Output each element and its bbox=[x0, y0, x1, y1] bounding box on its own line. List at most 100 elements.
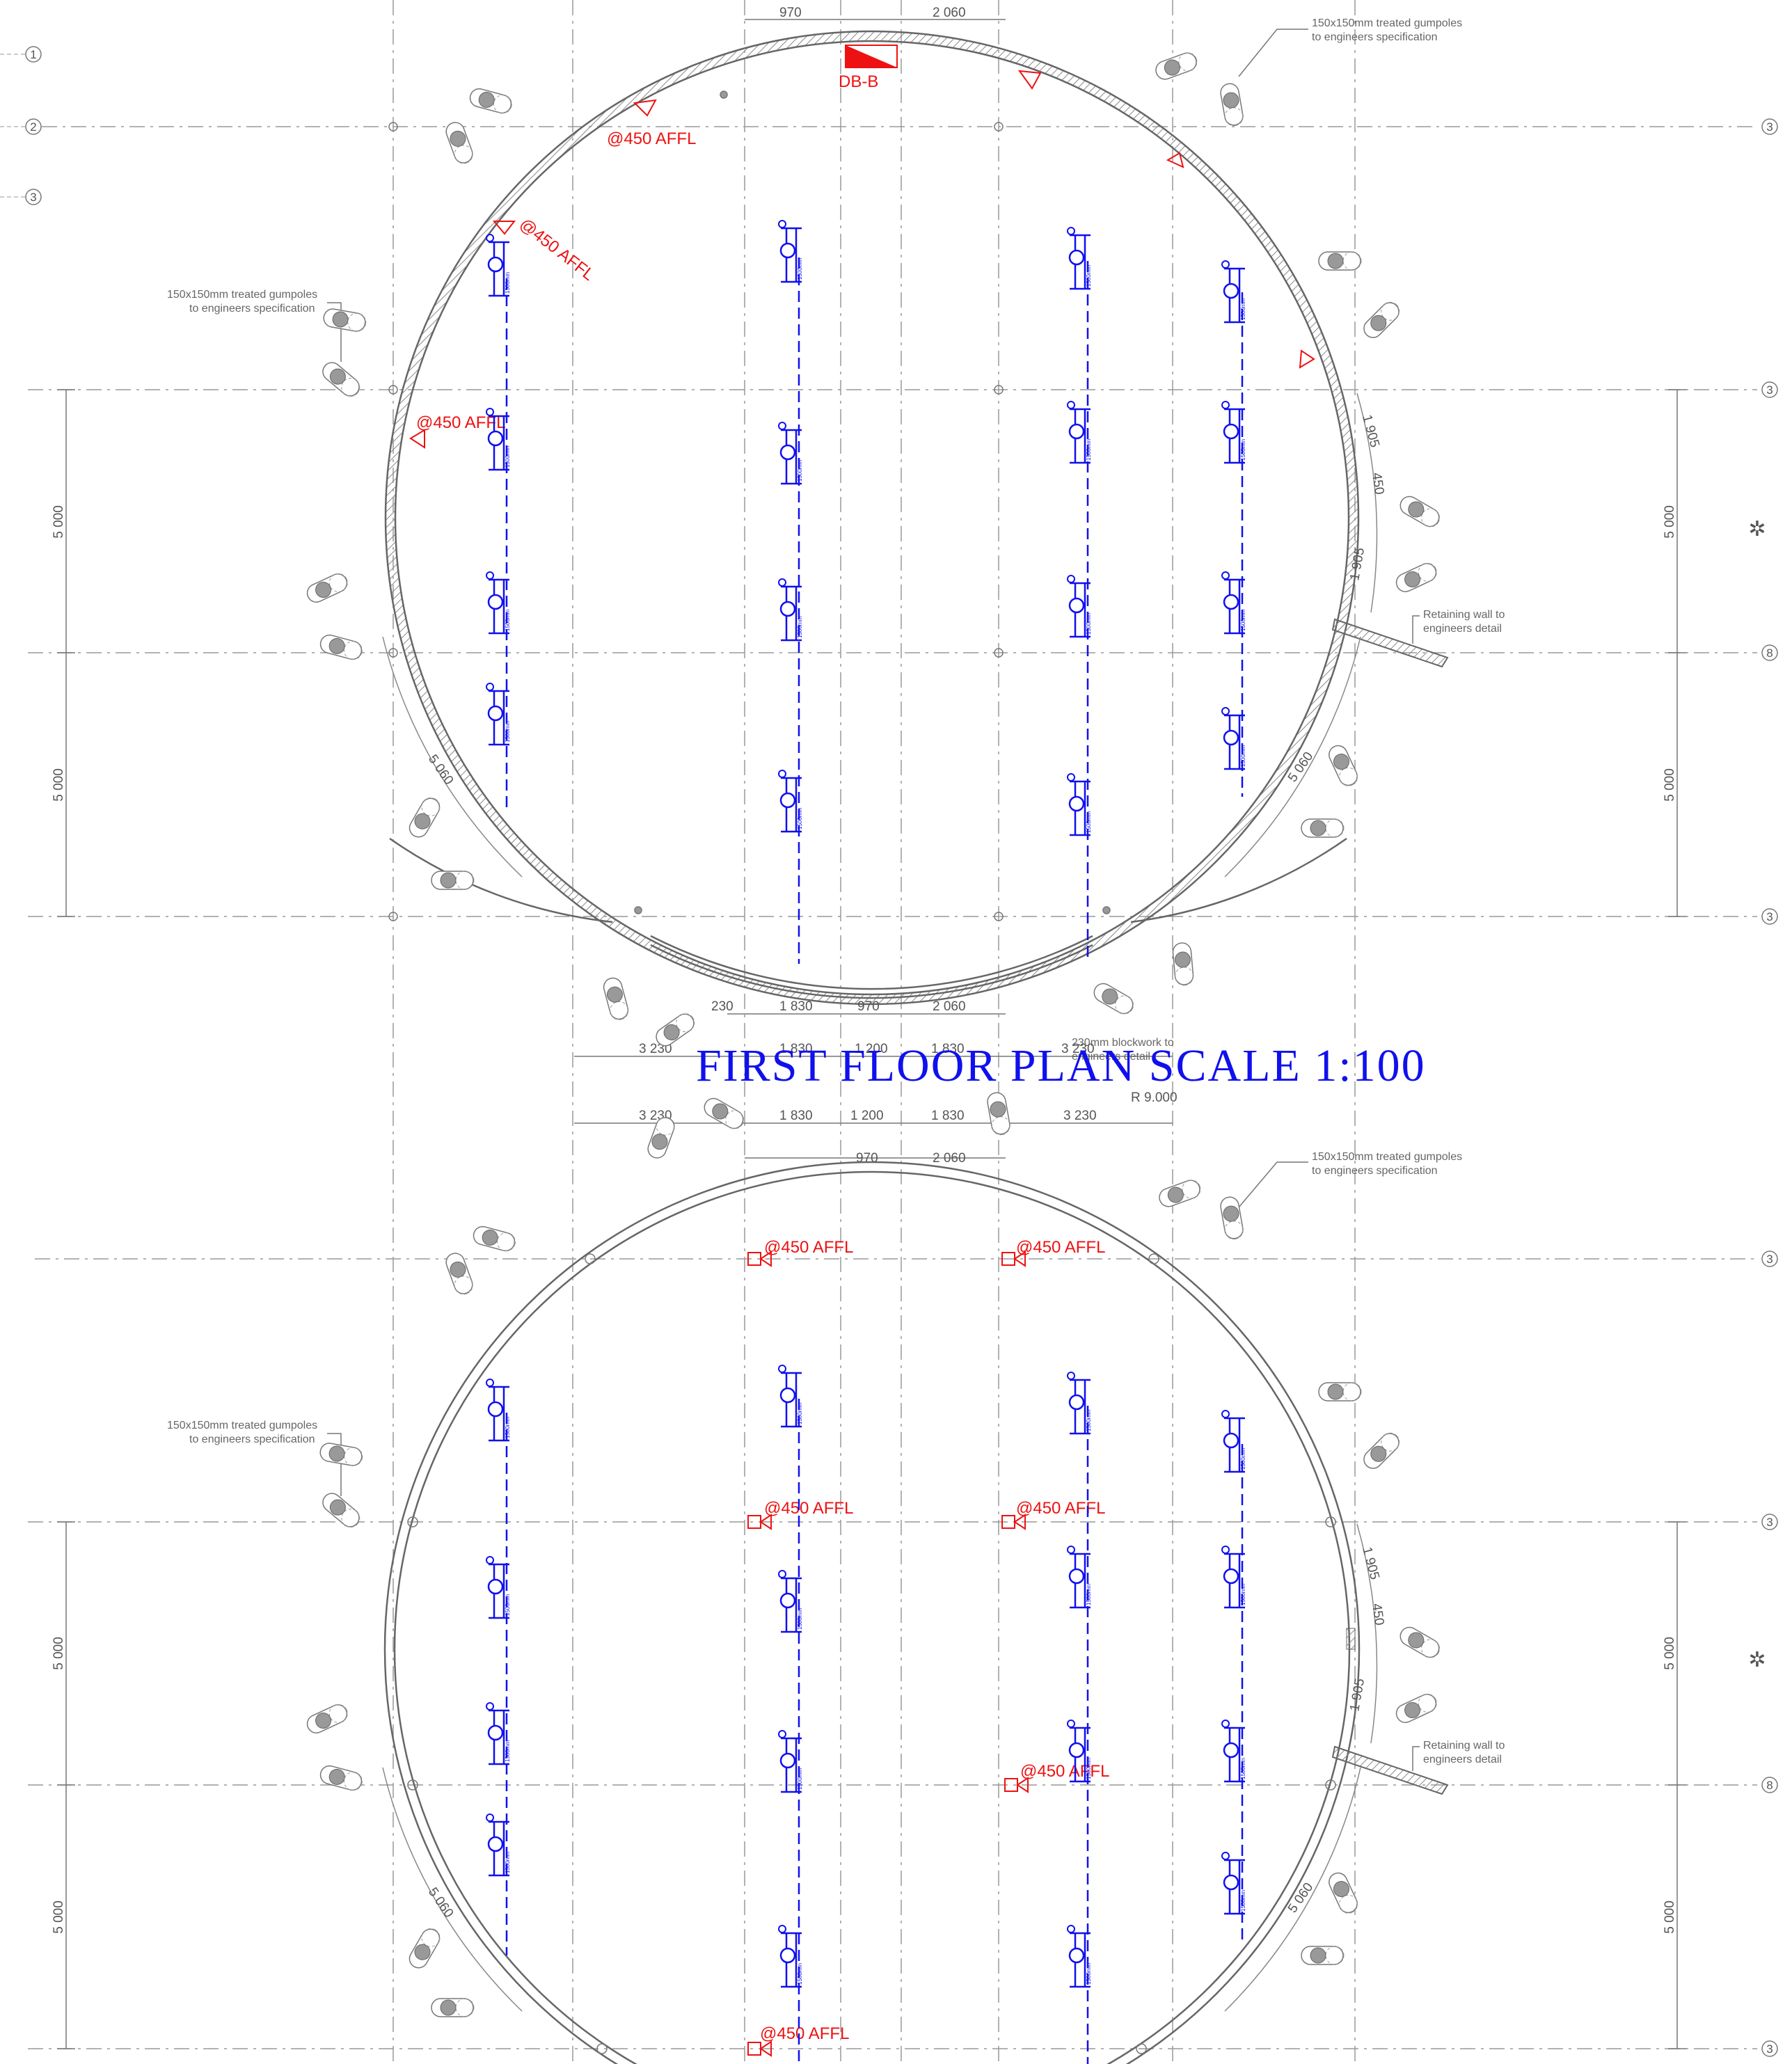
svg-text:970: 970 bbox=[857, 999, 880, 1014]
light-fixture-icon: 1500mm bbox=[778, 770, 803, 833]
svg-text:450: 450 bbox=[1369, 1603, 1386, 1626]
svg-text:1500mm: 1500mm bbox=[1240, 1758, 1246, 1779]
grid-tag-right: 3 bbox=[1761, 908, 1778, 925]
lighting-fixtures: 1500mm 1500mm 1500mm 1500mm 1500mm 1500mm 1500… bbox=[486, 220, 1246, 2064]
light-fixture-icon: 1500mm bbox=[1221, 1410, 1246, 1473]
svg-text:to engineers specification: to engineers specification bbox=[1312, 1165, 1438, 1177]
svg-text:1500mm: 1500mm bbox=[1240, 439, 1246, 461]
svg-text:2 060: 2 060 bbox=[933, 6, 966, 20]
svg-text:1500mm: 1500mm bbox=[1240, 745, 1246, 767]
gumpole-icon bbox=[322, 362, 360, 397]
affl-label: @450 AFFL bbox=[764, 1238, 853, 1257]
light-fixture-icon: 1500mm bbox=[1221, 1720, 1246, 1783]
gumpole-icon bbox=[656, 1013, 695, 1047]
grid-tag-right: 3 bbox=[1761, 118, 1778, 135]
svg-text:1 830: 1 830 bbox=[779, 1109, 813, 1123]
svg-text:1500mm: 1500mm bbox=[1086, 1584, 1092, 1605]
gumpole-icon bbox=[1220, 83, 1244, 127]
svg-text:5 000: 5 000 bbox=[1663, 1637, 1677, 1670]
svg-text:150x150mm treated gumpoles: 150x150mm treated gumpoles bbox=[1312, 17, 1462, 29]
svg-text:450: 450 bbox=[1369, 472, 1386, 495]
svg-text:engineers detail: engineers detail bbox=[1423, 1754, 1502, 1765]
svg-text:2 060: 2 060 bbox=[933, 1151, 966, 1166]
svg-text:1 905: 1 905 bbox=[1359, 413, 1382, 449]
svg-text:1500mm: 1500mm bbox=[1240, 1448, 1246, 1470]
svg-text:3: 3 bbox=[1766, 120, 1773, 134]
gumpole-icon bbox=[1395, 562, 1437, 592]
svg-text:3: 3 bbox=[1766, 910, 1773, 923]
light-fixture-icon: 1500mm bbox=[486, 1379, 511, 1442]
light-fixture-icon: 1500mm bbox=[1067, 1546, 1092, 1609]
gumpole-icon bbox=[1318, 251, 1362, 271]
svg-text:1500mm: 1500mm bbox=[797, 1608, 803, 1630]
gumpole-icon bbox=[431, 871, 475, 890]
light-fixture-icon: 1500mm bbox=[778, 220, 803, 283]
gumpole-icon bbox=[322, 1493, 360, 1528]
light-fixture-icon: 1500mm bbox=[486, 1813, 511, 1877]
light-fixture-icon: 1500mm bbox=[1067, 1720, 1092, 1783]
svg-text:to engineers specification: to engineers specification bbox=[189, 1434, 315, 1445]
svg-text:230mm blockwork to: 230mm blockwork to bbox=[1072, 1037, 1174, 1049]
left-grid-tags: 1 2 3 bbox=[0, 46, 42, 205]
light-fixture-icon: 1500mm bbox=[486, 234, 511, 297]
gumpole-icon bbox=[1155, 52, 1198, 80]
light-fixture-icon: 1500mm bbox=[486, 571, 511, 635]
upper-plan: DB-B @450 AFFL @450 AFFL @450 AFFL bbox=[167, 6, 1766, 1006]
affl-label: @450 AFFL bbox=[1020, 1762, 1109, 1781]
svg-text:230: 230 bbox=[711, 999, 734, 1014]
gumpole-icon bbox=[469, 88, 512, 114]
svg-text:2: 2 bbox=[30, 120, 36, 134]
svg-text:150x150mm treated gumpoles: 150x150mm treated gumpoles bbox=[167, 289, 317, 301]
svg-text:1500mm: 1500mm bbox=[1240, 1890, 1246, 1912]
gumpole-icon bbox=[1093, 983, 1134, 1015]
svg-text:8: 8 bbox=[1766, 646, 1773, 660]
gumpole-icon bbox=[445, 1253, 473, 1295]
svg-text:8: 8 bbox=[1766, 1779, 1773, 1792]
svg-text:1500mm: 1500mm bbox=[505, 1594, 511, 1616]
svg-text:5 060: 5 060 bbox=[425, 1885, 456, 1921]
gumpole-icon bbox=[319, 1443, 363, 1466]
svg-text:1500mm: 1500mm bbox=[797, 1403, 803, 1424]
svg-text:1500mm: 1500mm bbox=[1086, 1758, 1092, 1779]
gumpole-icon bbox=[1172, 942, 1194, 986]
svg-text:5 000: 5 000 bbox=[1663, 768, 1677, 802]
upper-wall-hatch bbox=[386, 31, 1358, 1004]
vertical-dimensions bbox=[57, 389, 1686, 2049]
svg-text:1: 1 bbox=[30, 48, 36, 61]
gumpole-icon bbox=[987, 1092, 1010, 1136]
affl-label: @450 AFFL bbox=[760, 2024, 849, 2043]
svg-text:1500mm: 1500mm bbox=[505, 446, 511, 468]
gumpole-icon bbox=[306, 573, 348, 603]
svg-text:3 230: 3 230 bbox=[1063, 1109, 1097, 1123]
grid-lines bbox=[28, 0, 1757, 2064]
grid-tag-right: 8 bbox=[1761, 644, 1778, 661]
gumpole-icon bbox=[1318, 1382, 1362, 1402]
gumpole-icon bbox=[431, 1998, 475, 2017]
svg-text:1500mm: 1500mm bbox=[505, 1740, 511, 1762]
svg-text:1500mm: 1500mm bbox=[797, 460, 803, 482]
svg-text:3: 3 bbox=[30, 191, 36, 204]
light-fixture-icon: 1500mm bbox=[1067, 1925, 1092, 1988]
gumpole-icon bbox=[1301, 1946, 1345, 1965]
gumpole-icon bbox=[319, 634, 363, 660]
gumpole-icon bbox=[1329, 745, 1358, 786]
svg-text:3 230: 3 230 bbox=[1061, 1042, 1095, 1056]
light-fixture-icon: 1500mm bbox=[778, 1925, 803, 1988]
retaining-note-lower: Retaining wall to engineers detail bbox=[1412, 1740, 1505, 1771]
gumpole-icon bbox=[473, 1225, 516, 1252]
gumpole-note-upper-left: 150x150mm treated gumpoles to engineers … bbox=[167, 289, 342, 362]
svg-text:1500mm: 1500mm bbox=[505, 1852, 511, 1873]
svg-text:1500mm: 1500mm bbox=[505, 1417, 511, 1438]
svg-text:150x150mm treated gumpoles: 150x150mm treated gumpoles bbox=[167, 1420, 317, 1431]
svg-text:Retaining wall to: Retaining wall to bbox=[1423, 609, 1505, 621]
light-fixture-icon: 1500mm bbox=[1067, 401, 1092, 464]
svg-text:1 905: 1 905 bbox=[1347, 1677, 1367, 1712]
svg-text:1500mm: 1500mm bbox=[797, 1768, 803, 1790]
north-icon: ✲ bbox=[1748, 518, 1766, 541]
svg-text:2 060: 2 060 bbox=[933, 999, 966, 1014]
retaining-note-upper: Retaining wall to engineers detail bbox=[1412, 609, 1505, 644]
affl-label: @450 AFFL bbox=[516, 214, 598, 284]
svg-text:1500mm: 1500mm bbox=[505, 721, 511, 743]
svg-text:1500mm: 1500mm bbox=[797, 617, 803, 638]
